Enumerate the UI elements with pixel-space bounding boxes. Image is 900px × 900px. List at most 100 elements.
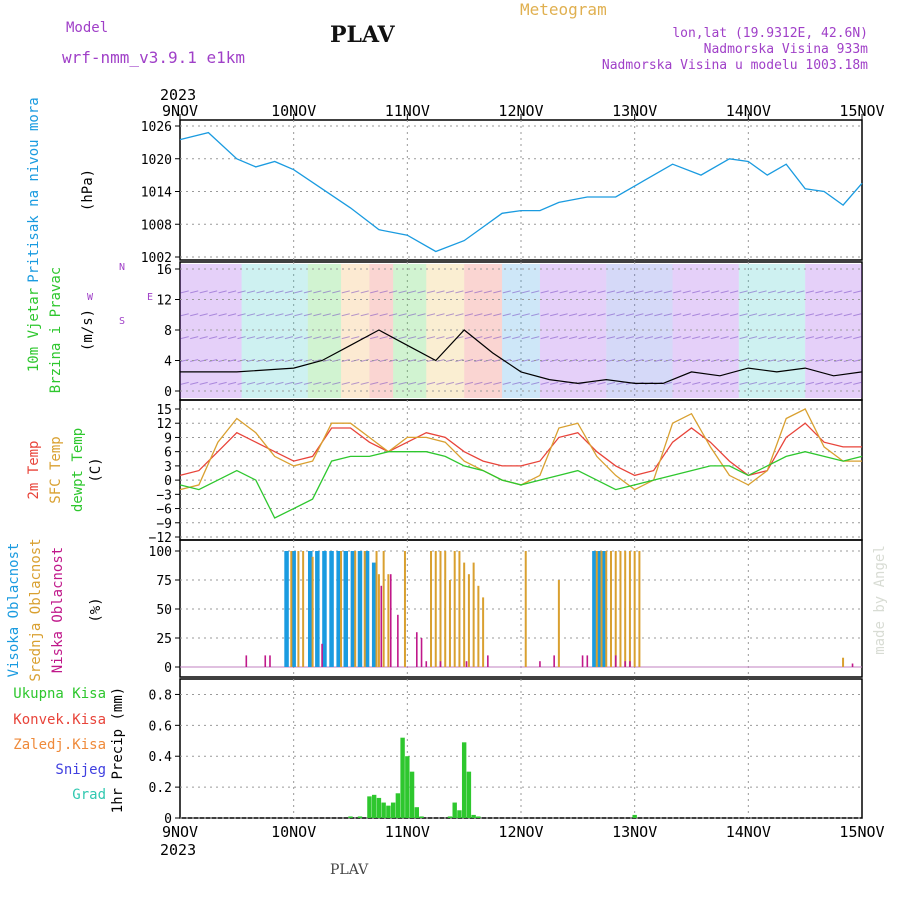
wind-arrow (445, 359, 455, 362)
wind-arrow (237, 290, 246, 294)
wind-arrow (815, 336, 824, 340)
cloud-low-bar (425, 661, 428, 667)
cloud-low-bar (389, 574, 392, 667)
cloud-low-bar (420, 638, 423, 667)
temperature-ytick-label: 12 (156, 417, 172, 432)
wind-arrow (578, 336, 587, 340)
wind-barb-band (539, 264, 607, 398)
cloud-low-bar (397, 614, 399, 667)
wind-arrow (597, 381, 606, 385)
wind-arrow (663, 381, 672, 385)
wind-barb-band (341, 264, 370, 398)
wind-arrow (531, 381, 540, 385)
wind-arrow (436, 336, 445, 340)
temp-unit: (C) (88, 457, 104, 482)
wind-arrow (322, 381, 331, 385)
wind-arrow (502, 381, 511, 385)
cloud-low-bar (539, 661, 541, 667)
wind-arrow (313, 290, 322, 294)
wind-arrow (218, 290, 227, 294)
wind-arrow (550, 359, 559, 362)
cloud-mid-bar (477, 585, 480, 667)
wind-arrow (370, 290, 379, 294)
wind-arrow (313, 313, 322, 317)
wind-arrow (199, 290, 208, 294)
wind-arrow (720, 359, 729, 362)
temp-ylabel-3: dewpt Temp (70, 428, 86, 512)
cloud-mid-bar (382, 551, 385, 667)
wind-arrow (559, 290, 568, 294)
cloud-mid-bar (472, 562, 475, 667)
wind-arrow (398, 381, 407, 385)
footer-station: PLAV (330, 862, 369, 878)
wind-arrow (246, 313, 256, 317)
wind-arrow (237, 313, 246, 317)
cloud-high-bar (329, 551, 334, 667)
wind-arrow (559, 336, 568, 340)
wind-arrow (237, 336, 246, 340)
wind-arrow (218, 313, 227, 317)
wind-arrow (550, 336, 559, 340)
wind-arrow (730, 336, 739, 340)
wind-arrow (190, 359, 199, 362)
wind-arrow (673, 290, 682, 294)
wind-arrow (436, 359, 445, 362)
wind-arrow (758, 290, 767, 294)
cloud-high-bar (357, 551, 363, 667)
wind-arrow (616, 290, 625, 294)
wind-arrow (322, 359, 331, 362)
precip-panel (179, 678, 863, 819)
wind-arrow (379, 336, 388, 340)
wind-arrow (748, 290, 758, 294)
wind-arrow (606, 336, 616, 340)
cloud-mid-bar (638, 551, 641, 667)
wind-arrow (351, 381, 360, 385)
wind-arrow (275, 381, 284, 385)
wind-arrow (739, 359, 748, 362)
wind-arrow (512, 313, 521, 317)
cloud-mid-bar (439, 551, 442, 667)
wind-arrow (673, 336, 682, 340)
time-tick-label-top: 12NOV (498, 102, 543, 120)
cloud-mid-bar (628, 551, 631, 667)
wind-arrow (521, 313, 530, 317)
wind-arrow (540, 381, 549, 385)
wind-arrow (464, 313, 474, 317)
wind-arrow (720, 290, 729, 294)
wind-arrow (663, 290, 672, 294)
wind-arrow (209, 359, 218, 362)
cloud-mid-bar (363, 551, 366, 667)
time-tick-label-bottom: 14NOV (726, 823, 771, 841)
wind-ytick-label: 12 (156, 294, 172, 309)
wind-arrow (701, 290, 710, 294)
wind-arrow (521, 381, 530, 385)
wind-arrow (227, 381, 237, 385)
wind-barb-band (307, 264, 342, 398)
cloud-low-bar (416, 632, 418, 667)
wind-barb-band (180, 264, 242, 398)
cloud-ytick-label: 75 (156, 574, 172, 589)
wind-arrow (322, 336, 331, 340)
wind-arrow (227, 290, 237, 294)
wind-arrow (559, 313, 568, 317)
cloud-mid-bar (340, 551, 343, 667)
wind-arrow (332, 290, 341, 294)
temp-ylabel-2: SFC Temp (48, 436, 64, 503)
cloud-low-bar (321, 643, 323, 667)
wind-arrow (853, 313, 862, 317)
cloud-mid-bar (842, 657, 845, 667)
wind-arrow (606, 290, 616, 294)
wind-arrow (502, 336, 511, 340)
cloud-mid-bar (605, 551, 608, 667)
pressure-ytick-label: 1014 (141, 186, 172, 201)
wind-ytick-label: 8 (164, 324, 172, 339)
cloud-mid-bar (600, 551, 603, 667)
wind-ytick-label: 4 (164, 355, 172, 370)
precip-bar (452, 802, 457, 818)
precip-ytick-label: 0.4 (149, 750, 173, 765)
wind-arrow (815, 359, 824, 362)
pressure-panel (179, 119, 863, 261)
wind-arrow (550, 381, 559, 385)
wind-barb-band (426, 264, 465, 398)
cloud-mid-bar (609, 551, 612, 667)
